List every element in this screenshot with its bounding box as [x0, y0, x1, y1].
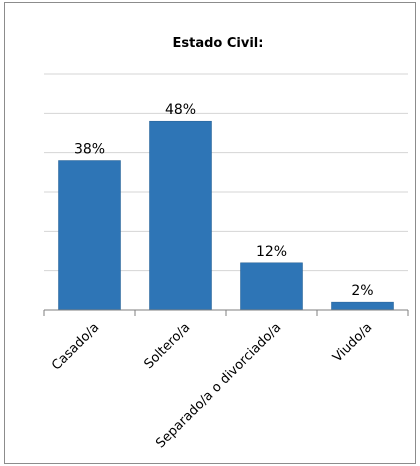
x-axis: [43, 309, 409, 316]
bar-2: [240, 262, 303, 311]
value-label-1: 48%: [165, 102, 196, 118]
bars: [58, 120, 394, 311]
value-labels: 38% 48% 12% 2%: [74, 102, 374, 299]
category-label-3: Viudo/a: [330, 320, 375, 365]
value-label-3: 2%: [351, 283, 373, 299]
category-label-0: Casado/a: [49, 320, 102, 373]
value-label-2: 12%: [256, 244, 287, 260]
bar-3: [331, 301, 394, 311]
bar-0: [58, 160, 121, 311]
category-label-1: Soltero/a: [142, 320, 194, 372]
chart-title: Estado Civil:: [173, 36, 264, 51]
bar-1: [149, 120, 212, 311]
value-label-0: 38%: [74, 142, 105, 158]
